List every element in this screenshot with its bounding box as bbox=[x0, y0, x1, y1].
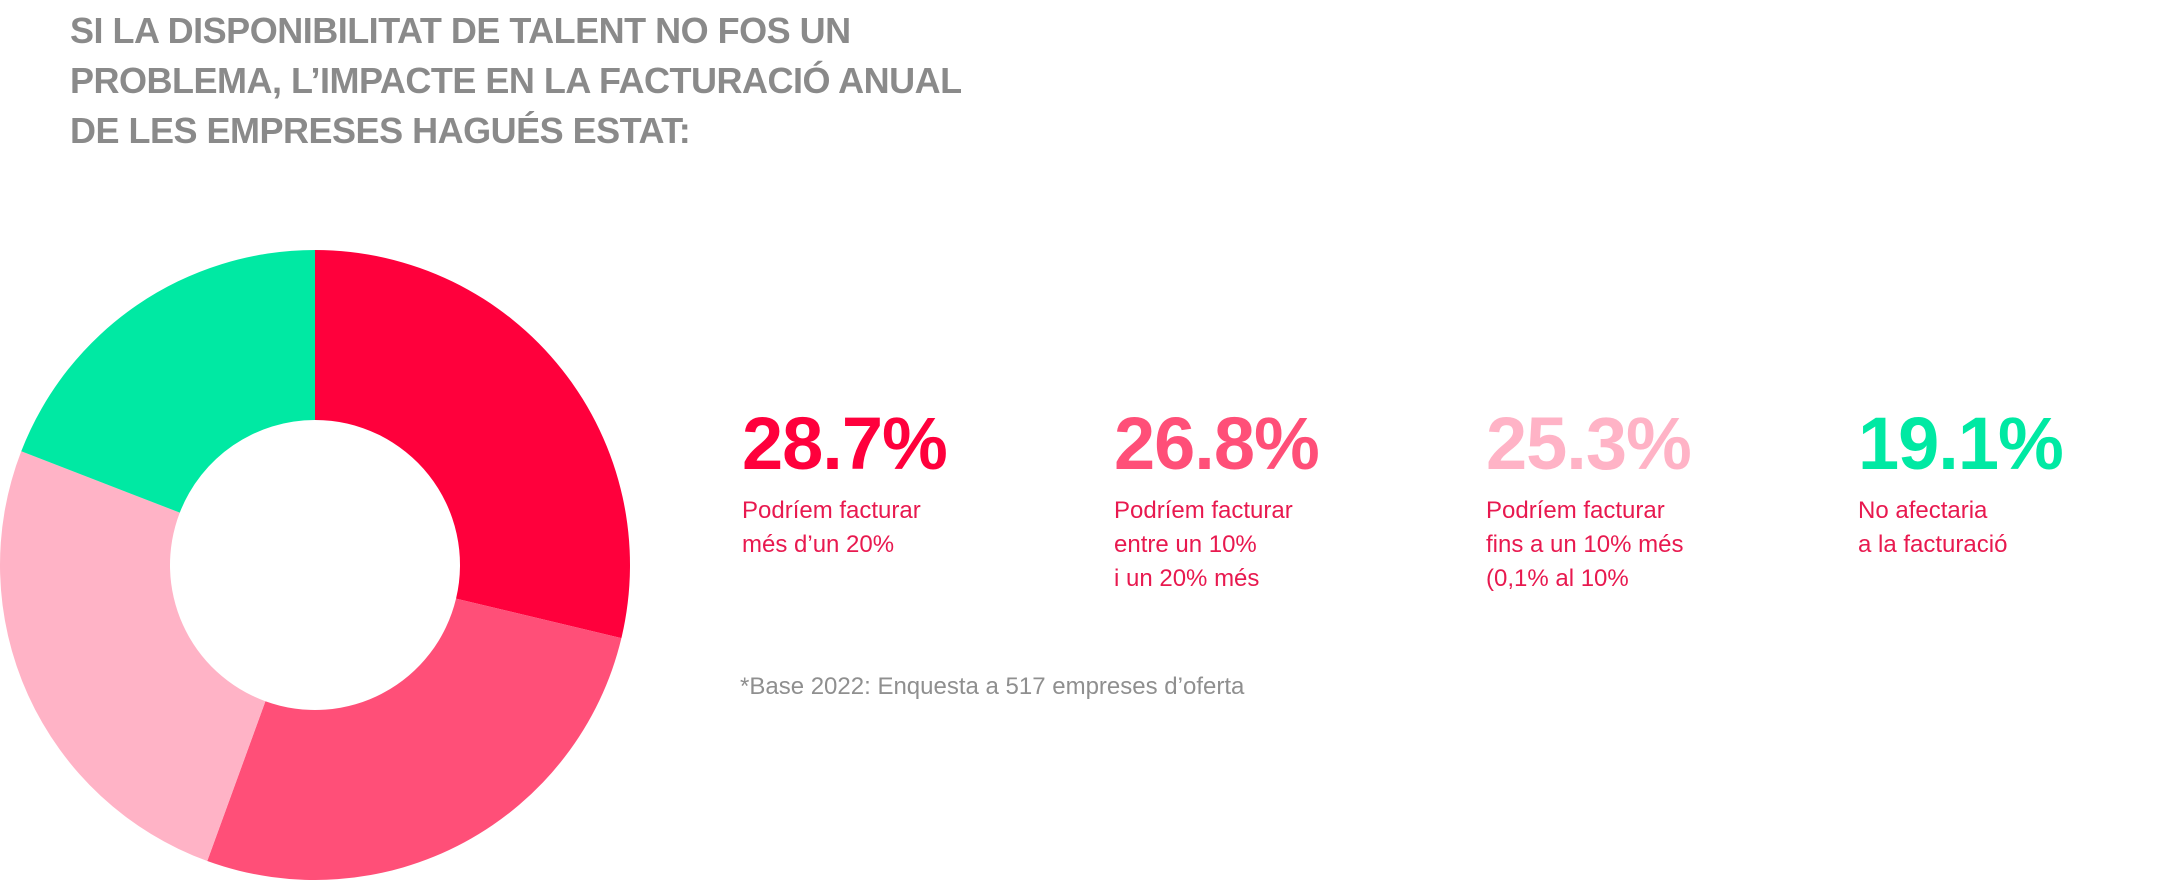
legend-label-line: a la facturació bbox=[1858, 531, 2008, 558]
donut-slice bbox=[315, 250, 630, 639]
chart-title-line: SI LA DISPONIBILITAT DE TALENT NO FOS UN bbox=[70, 10, 851, 51]
legend-value: 28.7% bbox=[742, 402, 948, 485]
donut-slice bbox=[207, 598, 622, 880]
legend-item: 28.7% Podríem facturar més d’un 20% bbox=[742, 398, 1082, 562]
legend-label-line: i un 20% més bbox=[1114, 565, 1260, 592]
legend-label: Podríem facturar més d’un 20% bbox=[742, 494, 1082, 562]
legend-label-line: entre un 10% bbox=[1114, 531, 1257, 558]
chart-title: SI LA DISPONIBILITAT DE TALENT NO FOS UN… bbox=[70, 6, 1170, 156]
legend-item: 26.8% Podríem facturar entre un 10% i un… bbox=[1114, 398, 1454, 596]
legend-label: Podríem facturar fins a un 10% més (0,1%… bbox=[1486, 494, 1826, 596]
donut-slice bbox=[0, 451, 266, 862]
legend-label: Podríem facturar entre un 10% i un 20% m… bbox=[1114, 494, 1454, 596]
legend-item: 25.3% Podríem facturar fins a un 10% més… bbox=[1486, 398, 1826, 596]
legend-label-line: Podríem facturar bbox=[742, 497, 921, 524]
legend-label-line: més d’un 20% bbox=[742, 531, 895, 558]
legend-label-line: No afectaria bbox=[1858, 497, 1988, 524]
footnote: *Base 2022: Enquesta a 517 empreses d’of… bbox=[740, 673, 1245, 700]
legend-label-line: fins a un 10% més bbox=[1486, 531, 1684, 558]
legend-value: 26.8% bbox=[1114, 402, 1320, 485]
donut-chart bbox=[0, 250, 630, 880]
chart-title-line: DE LES EMPRESES HAGUÉS ESTAT: bbox=[70, 110, 691, 151]
legend-label: No afectaria a la facturació bbox=[1858, 494, 2180, 562]
donut-slice bbox=[21, 250, 316, 513]
legend-value: 25.3% bbox=[1486, 402, 1692, 485]
legend: 28.7% Podríem facturar més d’un 20% 26.8… bbox=[742, 398, 2162, 608]
legend-item: 19.1% No afectaria a la facturació bbox=[1858, 398, 2180, 562]
chart-title-line: PROBLEMA, L’IMPACTE EN LA FACTURACIÓ ANU… bbox=[70, 60, 962, 101]
legend-label-line: (0,1% al 10% bbox=[1486, 565, 1629, 592]
legend-value: 19.1% bbox=[1858, 402, 2064, 485]
legend-label-line: Podríem facturar bbox=[1486, 497, 1665, 524]
legend-label-line: Podríem facturar bbox=[1114, 497, 1293, 524]
